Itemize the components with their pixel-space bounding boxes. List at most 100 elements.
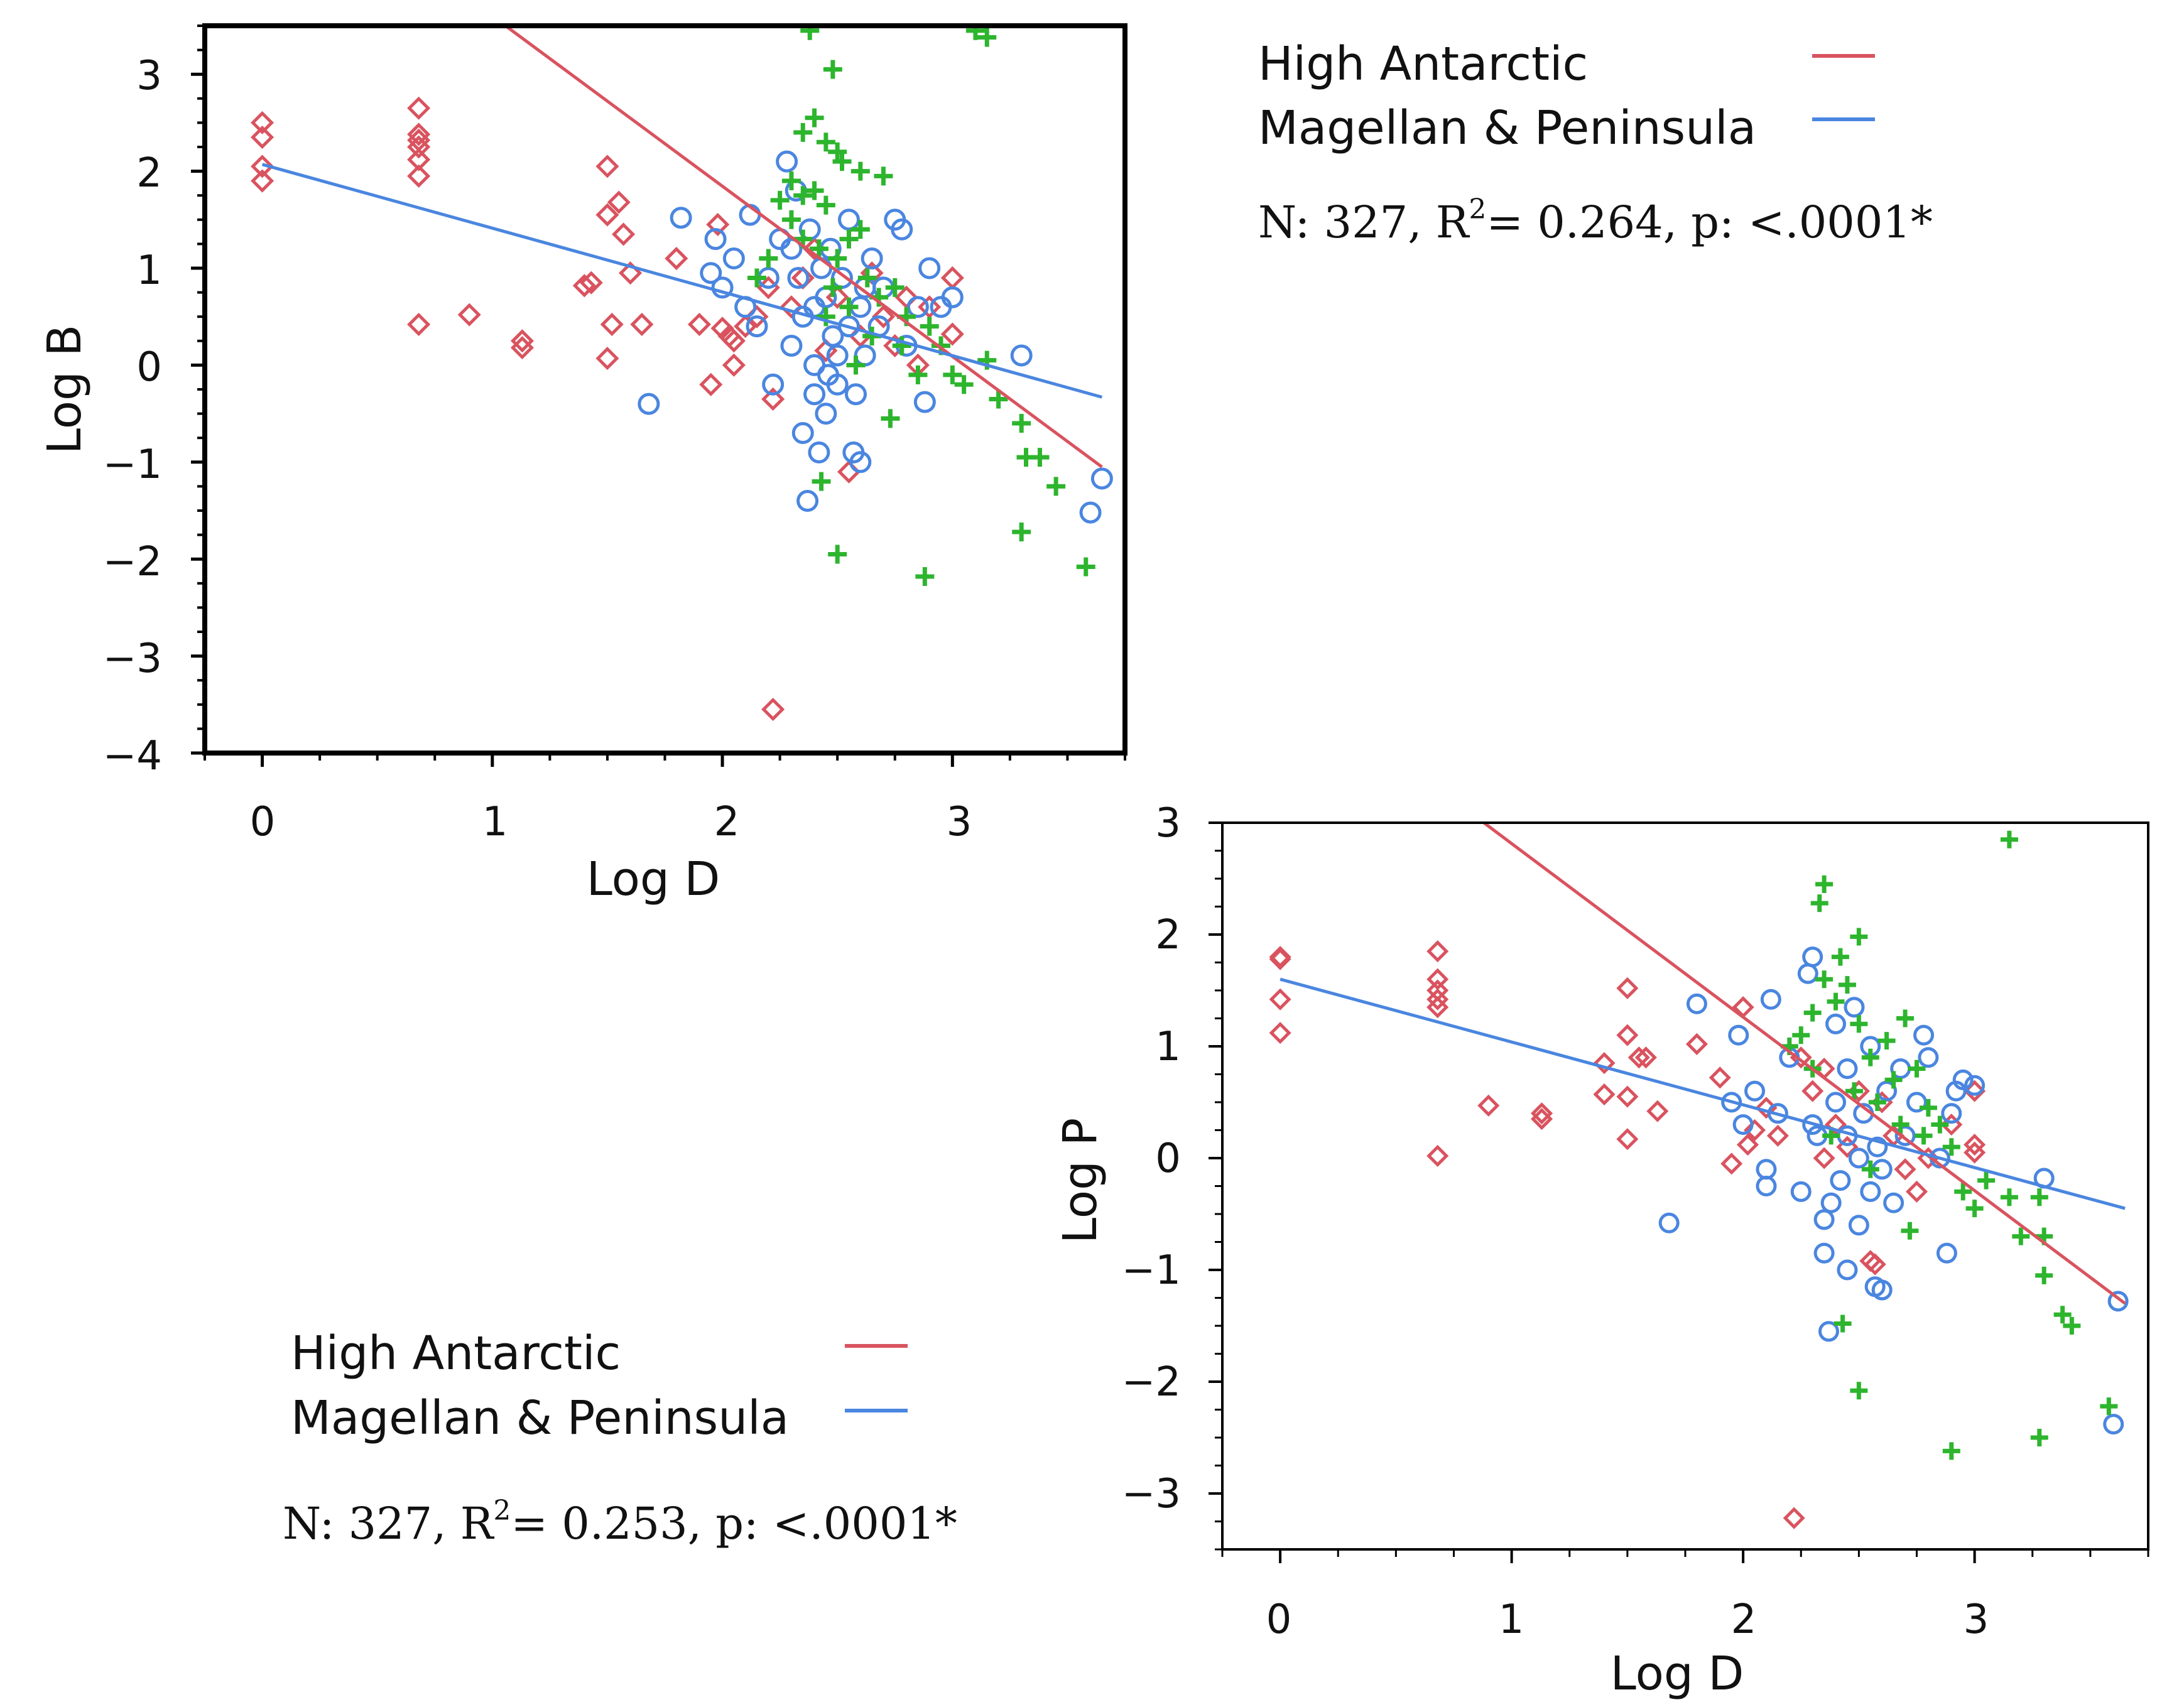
c2-point-other-region [2030,1188,2048,1206]
c1-point-high-antarctic [918,295,942,319]
c1-fit-line-magellan-peninsula [261,163,1103,399]
c2-point-other-region [1965,1200,1984,1218]
c2-point-magellan-peninsula [1837,1058,1858,1080]
c1-point-magellan-peninsula [700,262,722,285]
c2-stats-suffix: = 0.253, p: <.0001* [511,1498,957,1549]
c1-point-other-region [781,210,801,229]
c2-point-other-region [1868,1093,1886,1111]
c2-point-magellan-peninsula [1936,1242,1957,1264]
c2-point-magellan-peninsula [1952,1069,1974,1090]
c1-point-other-region [793,186,813,205]
c2-point-high-antarctic [1766,1124,1789,1147]
c2-y-tick-label-2: 2 [1155,912,1181,958]
c2-x-tick-label-3: 3 [1964,1596,1989,1643]
c1-point-high-antarctic [630,313,654,337]
c2-point-magellan-peninsula [1837,1259,1858,1281]
c1-point-other-region [770,190,790,210]
c1-point-high-antarctic [407,148,431,171]
c2-point-magellan-peninsula [1894,1125,1916,1146]
c2-stats-prefix: N: 327, R [283,1498,495,1549]
c1-point-other-region [839,229,859,249]
c1-point-high-antarctic [407,313,431,337]
c1-stats-sup: 2 [1469,193,1486,225]
c1-point-magellan-peninsula [913,391,936,413]
c2-point-magellan-peninsula [1760,989,1781,1010]
c1-point-other-region [977,28,997,47]
c1-point-magellan-peninsula [941,286,964,308]
c2-point-high-antarctic [1783,1507,1805,1529]
c1-x-tick-label-2: 2 [714,799,740,845]
c2-point-other-region [1850,928,1868,946]
c2-point-other-region [1845,1082,1863,1100]
c1-point-other-region [874,166,893,186]
c2-point-high-antarctic [1964,1134,1986,1156]
c2-stats-sup: 2 [493,1495,511,1527]
c1-point-other-region [881,409,900,428]
c1-point-magellan-peninsula [838,209,860,231]
c1-stats-prefix: N: 327, R [1258,197,1470,248]
c2-point-high-antarctic [1426,988,1449,1011]
c2-point-other-region [2053,1306,2072,1324]
c1-point-other-region [965,26,985,40]
c1-x-axis-title: Log D [587,852,720,906]
c1-y-tick-label-m1: −1 [103,442,162,488]
c1-point-other-region [850,220,870,239]
c2-point-high-antarctic [1269,946,1291,968]
c2-fit-line-high-antarctic [1482,823,2126,1305]
c2-point-magellan-peninsula [1918,1047,1939,1068]
c1-point-other-region [793,122,813,142]
c2-point-other-region [1850,1382,1868,1400]
c2-fit-line-magellan-peninsula [1279,977,2126,1210]
c2-point-high-antarctic [1964,1141,1986,1164]
c1-legend-label-high-antarctic: High Antarctic [1258,37,1588,91]
c1-point-other-region [1012,414,1031,433]
c2-plot-area [1269,823,2129,1529]
c2-point-magellan-peninsula [1964,1075,1986,1096]
c2-point-other-region [1942,1442,1960,1460]
c1-point-magellan-peninsula [803,354,826,376]
c2-point-magellan-peninsula [2103,1414,2124,1435]
c2-point-magellan-peninsula [1848,1215,1869,1236]
chart-log-b: 3 2 1 0 −1 −2 −3 −4 0 1 2 3 Log D Log B … [38,23,1933,906]
c1-point-magellan-peninsula [844,383,867,406]
c1-point-high-antarctic [722,329,746,353]
c2-y-tick-label-1: 1 [1155,1024,1181,1070]
c2-point-other-region [2063,1317,2081,1335]
c2-point-high-antarctic [1593,1052,1616,1075]
c2-point-high-antarctic [1426,996,1449,1019]
c2-point-other-region [1908,1060,1926,1078]
c2-point-other-region [2012,1227,2030,1245]
c2-point-magellan-peninsula [1790,1181,1812,1202]
c1-x-tick-label-0: 0 [250,799,276,845]
chart-log-b-axes [191,24,1126,767]
c1-point-other-region [805,181,824,200]
c2-point-high-antarctic [1269,1022,1291,1044]
c2-point-magellan-peninsula [1744,1080,1766,1102]
c2-point-high-antarctic [1646,1100,1669,1122]
c2-point-other-region [1942,1138,1960,1156]
c1-point-magellan-peninsula [791,421,814,444]
c1-point-high-antarctic [510,336,534,360]
c1-point-magellan-peninsula [1079,501,1102,524]
c2-point-magellan-peninsula [1818,1321,1839,1342]
c2-point-high-antarctic [1530,1108,1553,1130]
c2-point-magellan-peninsula [1732,1114,1754,1136]
c1-point-high-antarctic [871,305,895,328]
c1-point-high-antarctic [722,353,746,377]
c2-point-other-region [1884,1071,1903,1089]
c2-point-high-antarctic [1616,1024,1639,1046]
c2-x-tick-label-0: 0 [1266,1596,1292,1643]
c1-point-high-antarctic [595,154,619,178]
c2-y-tick-label-m3: −3 [1122,1471,1181,1517]
c1-point-other-region [943,365,962,384]
c1-point-magellan-peninsula [776,150,798,173]
c1-y-axis-title: Log B [38,325,92,454]
c1-point-high-antarctic [600,313,624,337]
c2-point-high-antarctic [1634,1046,1657,1069]
c2-point-magellan-peninsula [1686,993,1707,1014]
c1-point-magellan-peninsula [796,490,819,512]
c1-point-high-antarctic [595,347,619,371]
c1-point-high-antarctic [407,96,431,120]
c1-x-tick-label-3: 3 [947,799,972,845]
